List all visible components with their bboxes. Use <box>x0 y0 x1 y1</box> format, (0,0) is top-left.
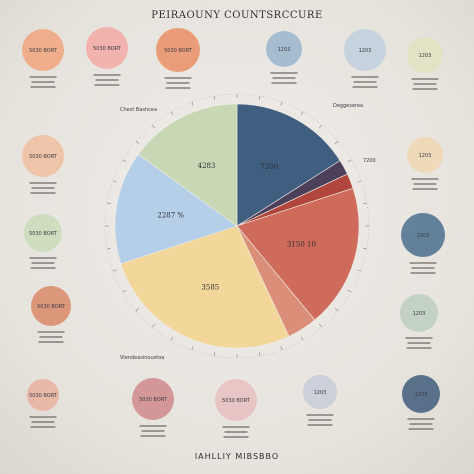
right-bubble-4 <box>402 375 440 413</box>
pie-tick-8 <box>258 352 261 357</box>
pie-tick-22 <box>135 140 140 144</box>
bottom-bubble-1-value: 5030 BORT <box>222 398 251 404</box>
pie-tick-32 <box>334 140 339 144</box>
pie-tick-15 <box>122 289 127 293</box>
top-bubble-0-value: 5030 BORT <box>29 48 58 54</box>
pie-tick-24 <box>170 111 174 116</box>
right-bubble-2-value: 1203 <box>417 233 430 239</box>
pie-annotation-1: Deggeserea <box>333 103 363 109</box>
chart-title: PEIRAOUNY COUNTSRCCURE <box>151 10 323 21</box>
pie-tick-11 <box>191 346 194 351</box>
top-bubble-2 <box>156 28 200 72</box>
top-bubble-2-value: 5030 BORT <box>164 48 193 54</box>
pie-slice-label-6: 2287 % <box>157 212 184 220</box>
pie-tick-2 <box>357 269 362 272</box>
pie-tick-7 <box>280 346 283 351</box>
chart-footer: IAHLLIY MIBSBBO <box>194 452 280 461</box>
right-bubble-3 <box>400 294 438 332</box>
pie-tick-19 <box>106 202 111 205</box>
pie-tick-17 <box>106 247 111 250</box>
top-bubble-3-value: 1203 <box>278 47 291 53</box>
pie-annotation-2: 7200 <box>363 158 376 164</box>
right-bubble-2 <box>401 213 445 257</box>
pie-tick-4 <box>334 308 339 312</box>
bottom-bubble-2 <box>303 375 337 409</box>
left-bubble-2 <box>31 286 71 326</box>
pie-tick-3 <box>347 289 352 293</box>
top-bubble-3 <box>266 31 302 67</box>
pie-annotation-0: Chest Bashcea <box>120 107 157 113</box>
top-bubble-4 <box>344 29 386 71</box>
right-bubble-4-value: 1203 <box>415 392 428 398</box>
pie-tick-30 <box>300 111 304 116</box>
pie-slice-0 <box>236 103 341 227</box>
pie-tick-29 <box>280 101 283 106</box>
pie-tick-14 <box>135 308 140 312</box>
left-bubble-0-value: 5030 BORT <box>29 154 58 160</box>
pie-tick-33 <box>347 159 352 163</box>
pie-slice-label-0: 7200 <box>260 163 278 171</box>
pie-tick-21 <box>122 159 127 163</box>
pie-tick-35 <box>363 202 368 205</box>
pie-tick-26 <box>213 95 216 100</box>
top-bubble-4-value: 1203 <box>359 48 372 54</box>
right-bubble-0 <box>407 37 443 73</box>
left-bubble-3 <box>27 379 59 411</box>
pie-tick-6 <box>300 336 304 341</box>
pie-tick-25 <box>191 101 194 106</box>
pie-slice-label-5: 3585 <box>201 284 219 292</box>
pie-tick-1 <box>363 247 368 250</box>
left-bubble-3-value: 5030 BORT <box>29 393 58 399</box>
left-bubble-2-value: 5030 BORT <box>37 304 66 310</box>
pie-slice-7 <box>137 103 238 227</box>
pie-tick-20 <box>112 180 117 183</box>
pie-annotation-3: Viendeasinoustoa <box>120 355 164 361</box>
bottom-bubble-2-value: 1203 <box>314 390 327 396</box>
left-bubble-1 <box>24 214 62 252</box>
pie-tick-31 <box>319 124 323 129</box>
bottom-bubble-0 <box>132 378 174 420</box>
bottom-bubble-1 <box>215 379 257 421</box>
right-bubble-1-value: 1203 <box>419 153 432 159</box>
left-bubble-1-value: 5030 BORT <box>29 231 58 237</box>
pie-tick-13 <box>151 323 155 328</box>
pie-slice-label-3: 3150 10 <box>287 241 316 249</box>
pie-tick-10 <box>213 352 216 357</box>
pie-tick-23 <box>151 124 155 129</box>
left-bubble-0 <box>22 135 64 177</box>
top-bubble-1-value: 5030 BORT <box>93 46 122 52</box>
pie-tick-28 <box>258 95 261 100</box>
pie-tick-12 <box>170 336 174 341</box>
top-bubble-0 <box>22 29 64 71</box>
pie-slice-5 <box>120 225 290 349</box>
top-bubble-1 <box>86 27 128 69</box>
pie-slice-label-7: 4283 <box>198 162 216 170</box>
right-bubble-0-value: 1203 <box>419 53 432 59</box>
pie-tick-16 <box>112 269 117 272</box>
pie-tick-5 <box>319 323 323 328</box>
right-bubble-3-value: 1203 <box>413 311 426 317</box>
right-bubble-1 <box>407 137 443 173</box>
pie-slice-6 <box>114 153 238 265</box>
bottom-bubble-0-value: 5030 BORT <box>139 397 168 403</box>
pie-tick-34 <box>357 180 362 183</box>
pie-slice-3 <box>236 187 360 321</box>
